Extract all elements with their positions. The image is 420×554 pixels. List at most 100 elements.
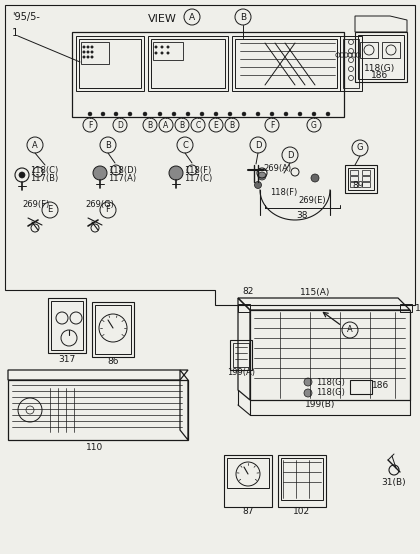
Text: 269(E): 269(E) (298, 196, 326, 204)
Bar (382, 42, 400, 58)
Text: 317: 317 (58, 356, 76, 365)
Bar (343, 39, 359, 88)
Bar (350, 170, 358, 175)
Text: 199(A): 199(A) (227, 367, 255, 377)
Bar (227, 458, 269, 488)
Circle shape (83, 51, 85, 53)
Bar (355, 32, 407, 82)
Text: 186: 186 (372, 382, 389, 391)
Text: E: E (214, 121, 218, 130)
Circle shape (155, 52, 157, 54)
Circle shape (228, 112, 232, 116)
Text: 102: 102 (294, 507, 310, 516)
Bar (92, 302, 134, 357)
Circle shape (155, 46, 157, 48)
Text: F: F (105, 206, 110, 214)
Text: 186: 186 (371, 71, 389, 80)
Circle shape (91, 56, 93, 58)
Circle shape (91, 46, 93, 48)
Bar (232, 36, 340, 91)
Circle shape (87, 46, 89, 48)
Text: F: F (270, 121, 274, 130)
Text: 118(G): 118(G) (316, 377, 345, 387)
Bar (79, 39, 141, 88)
Text: D: D (255, 141, 261, 150)
Bar (48, 298, 86, 353)
Circle shape (284, 112, 288, 116)
Circle shape (87, 51, 89, 53)
Bar (362, 182, 370, 187)
Text: G: G (357, 143, 363, 152)
Circle shape (88, 112, 92, 116)
Bar (235, 39, 337, 88)
Bar (72, 32, 344, 117)
Circle shape (311, 174, 319, 182)
Text: 118(D): 118(D) (108, 166, 137, 175)
Bar (345, 165, 377, 193)
Bar (281, 458, 323, 500)
Bar (76, 36, 144, 91)
Circle shape (143, 112, 147, 116)
Text: G: G (311, 121, 317, 130)
Text: 86: 86 (107, 357, 119, 367)
Bar (278, 455, 326, 507)
Text: 269(G): 269(G) (85, 201, 114, 209)
Text: B: B (179, 121, 184, 130)
Text: 269(F): 269(F) (22, 201, 49, 209)
Text: A: A (347, 326, 353, 335)
Circle shape (91, 51, 93, 53)
Text: 117(B): 117(B) (30, 175, 58, 183)
Text: 1: 1 (12, 28, 18, 38)
Bar (153, 42, 183, 60)
Circle shape (87, 56, 89, 58)
Bar (362, 170, 370, 175)
Text: 31(B): 31(B) (382, 478, 406, 486)
Circle shape (214, 112, 218, 116)
Bar (148, 36, 228, 91)
Text: B: B (240, 13, 246, 22)
Text: C: C (195, 121, 201, 130)
Bar (95, 305, 131, 354)
Circle shape (167, 46, 169, 48)
Bar (230, 340, 252, 370)
Circle shape (304, 389, 312, 397)
Circle shape (270, 112, 274, 116)
Bar (360, 42, 378, 58)
Circle shape (304, 378, 312, 386)
Text: 87: 87 (242, 507, 254, 516)
Circle shape (114, 112, 118, 116)
Text: 115(B): 115(B) (415, 304, 420, 312)
Bar (348, 168, 374, 190)
Bar (362, 176, 370, 181)
Bar (358, 35, 404, 79)
Bar (224, 455, 272, 507)
Text: '95/5-: '95/5- (12, 12, 40, 22)
Bar (81, 42, 109, 64)
Bar (400, 304, 412, 312)
Text: 118(C): 118(C) (30, 166, 58, 175)
Text: 82: 82 (242, 288, 254, 296)
Circle shape (326, 112, 330, 116)
Circle shape (298, 112, 302, 116)
Text: 118(G): 118(G) (365, 64, 396, 73)
Text: 117(C): 117(C) (184, 175, 212, 183)
Text: 118(F): 118(F) (270, 188, 297, 197)
Circle shape (242, 112, 246, 116)
Text: 115(A): 115(A) (300, 288, 330, 296)
Text: C: C (182, 141, 188, 150)
Text: D: D (287, 151, 293, 160)
Circle shape (186, 112, 190, 116)
Text: 110: 110 (87, 443, 104, 452)
Text: 199(B): 199(B) (305, 399, 335, 408)
Text: A: A (32, 141, 38, 150)
Circle shape (172, 112, 176, 116)
Circle shape (93, 166, 107, 180)
Text: A: A (189, 13, 195, 22)
Text: B: B (147, 121, 152, 130)
Text: 118(F): 118(F) (184, 166, 211, 175)
Bar (238, 304, 250, 312)
Circle shape (161, 52, 163, 54)
Circle shape (128, 112, 132, 116)
Text: D: D (117, 121, 123, 130)
Bar (151, 39, 225, 88)
